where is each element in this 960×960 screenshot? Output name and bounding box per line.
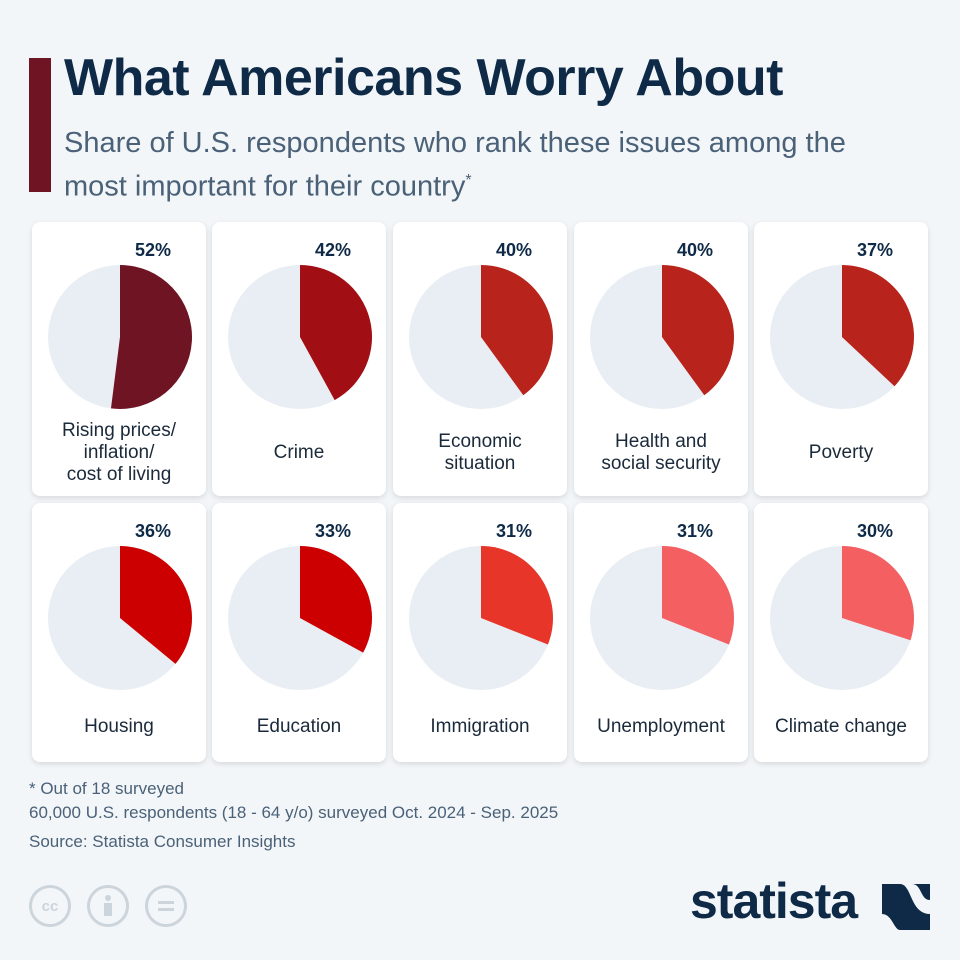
pie-chart (590, 265, 734, 409)
pie-slice (110, 265, 192, 409)
pie-slice (842, 546, 914, 641)
pie-slice (842, 265, 914, 387)
pie-chart (770, 546, 914, 690)
value-label: 33% (314, 521, 352, 541)
footnote-2: 60,000 U.S. respondents (18 - 64 y/o) su… (29, 803, 559, 822)
value-label: 31% (495, 521, 533, 541)
cc-icon[interactable]: cc (29, 885, 71, 927)
category-label: Crime (273, 442, 325, 463)
category-label: Immigration (430, 715, 530, 737)
chart-subtitle: Share of U.S. respondents who rank these… (64, 124, 864, 206)
pie-slice (662, 265, 734, 396)
category-label: Education (256, 715, 342, 737)
category-label: Poverty (808, 442, 874, 463)
pie-chart (48, 265, 192, 409)
title-accent-bar (29, 58, 51, 192)
footnotes: * Out of 18 surveyed 60,000 U.S. respond… (29, 777, 558, 825)
category-label: Climate change (774, 715, 908, 737)
pie-chart (48, 546, 192, 690)
pie-card: 31% Unemployment (574, 503, 748, 762)
pie-chart (409, 265, 553, 409)
pie-card: 37% Poverty (754, 222, 928, 496)
value-label: 52% (134, 240, 172, 260)
statista-logo[interactable]: statista (690, 873, 858, 929)
value-label: 31% (676, 521, 714, 541)
pie-card: 40% Health and social security (574, 222, 748, 496)
pie-chart (228, 265, 372, 409)
pie-slice (662, 546, 734, 645)
pie-card: 40% Economic situation (393, 222, 567, 496)
pie-slice (120, 546, 192, 664)
category-label: Health and social security (601, 431, 721, 474)
category-label: Unemployment (597, 715, 725, 737)
pie-card: 31% Immigration (393, 503, 567, 762)
statista-logo-mark-icon (882, 884, 930, 930)
category-label: Rising prices/ inflation/ cost of living (61, 420, 177, 485)
pie-chart (228, 546, 373, 690)
pie-slice (300, 546, 373, 653)
pie-card: 30% Climate change (754, 503, 928, 762)
pie-chart (409, 546, 553, 690)
pie-slice (481, 546, 553, 645)
value-label: 30% (856, 521, 894, 541)
footnote-1: * Out of 18 surveyed (29, 779, 184, 798)
pie-card: 33% Education (212, 503, 386, 762)
value-label: 40% (676, 240, 714, 260)
category-label: Economic situation (438, 431, 522, 474)
source-text: Source: Statista Consumer Insights (29, 832, 296, 851)
pie-slice (481, 265, 553, 396)
category-label: Housing (84, 715, 154, 737)
pie-card: 52% Rising prices/ inflation/ cost of liv… (32, 222, 206, 496)
value-label: 36% (134, 521, 172, 541)
chart-title: What Americans Worry About (64, 49, 783, 107)
value-label: 37% (856, 240, 894, 260)
attribution-icon[interactable] (87, 885, 129, 927)
value-label: 40% (495, 240, 533, 260)
pie-chart (590, 546, 734, 690)
pie-slice (300, 265, 372, 401)
pie-chart (770, 265, 914, 409)
subtitle-text: Share of U.S. respondents who rank these… (64, 127, 846, 203)
value-label: 42% (314, 240, 352, 260)
no-derivatives-icon[interactable] (145, 885, 187, 927)
pie-card: 42% Crime (212, 222, 386, 496)
subtitle-footnote-mark: * (465, 172, 472, 189)
pie-card: 36% Housing (32, 503, 206, 762)
